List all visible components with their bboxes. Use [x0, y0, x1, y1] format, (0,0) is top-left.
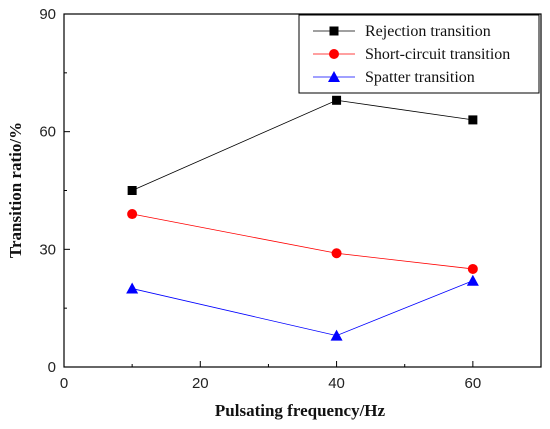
series-1: [127, 209, 478, 274]
data-point-1-0: [127, 209, 138, 220]
legend-marker-2: [328, 71, 340, 82]
y-tick-label-60: 60: [39, 124, 56, 141]
series-layer: [126, 95, 479, 341]
data-point-0-1: [332, 95, 342, 105]
y-tick-label-0: 0: [48, 359, 56, 376]
x-tick-label-0: 0: [60, 375, 68, 392]
legend-label-0: Rejection transition: [365, 23, 491, 40]
series-line-1: [132, 213, 473, 270]
series-line-0: [131, 99, 473, 191]
y-tick-label-30: 30: [39, 241, 56, 258]
data-point-0-0: [127, 186, 137, 195]
x-tick-label-40: 40: [328, 375, 345, 392]
legend-label-2: Spatter transition: [365, 69, 475, 86]
data-point-0-2: [468, 115, 478, 125]
axes: 0 20 40 60 0 30 60 90: [39, 6, 542, 392]
x-axis-title: Pulsating frequency/Hz: [215, 401, 386, 420]
legend-label-1: Short-circuit transition: [365, 46, 510, 63]
legend-marker-0: [329, 26, 339, 36]
legend-marker-1: [329, 49, 339, 59]
x-tick-label-60: 60: [465, 375, 482, 392]
data-point-1-2: [467, 263, 478, 274]
x-tick-label-20: 20: [192, 375, 209, 392]
y-tick-label-90: 90: [39, 6, 56, 23]
series-0: [127, 95, 478, 195]
data-point-2-1: [330, 329, 343, 341]
series-line-2: [132, 280, 474, 337]
series-2: [126, 274, 479, 341]
y-axis-title: Transition ratio/%: [6, 122, 25, 258]
legend: Rejection transition Short-circuit transi…: [298, 14, 540, 94]
data-point-2-0: [126, 282, 139, 294]
data-point-1-1: [331, 248, 342, 259]
data-point-2-2: [466, 274, 479, 286]
